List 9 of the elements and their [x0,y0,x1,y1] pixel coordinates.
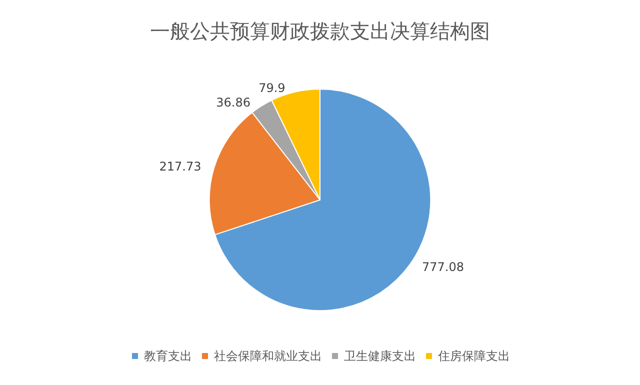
data-label: 217.73 [159,159,202,174]
data-label: 36.86 [216,95,250,110]
data-label: 777.08 [422,260,464,274]
legend-label: 住房保障支出 [437,349,510,363]
legend-label: 卫生健康支出 [344,349,416,363]
data-label: 79.9 [258,81,286,96]
legend-label: 教育支出 [144,349,192,363]
legend-label: 社会保障和就业支出 [214,349,322,363]
chart-title: 一般公共预算财政拨款支出决算结构图 [150,19,490,43]
